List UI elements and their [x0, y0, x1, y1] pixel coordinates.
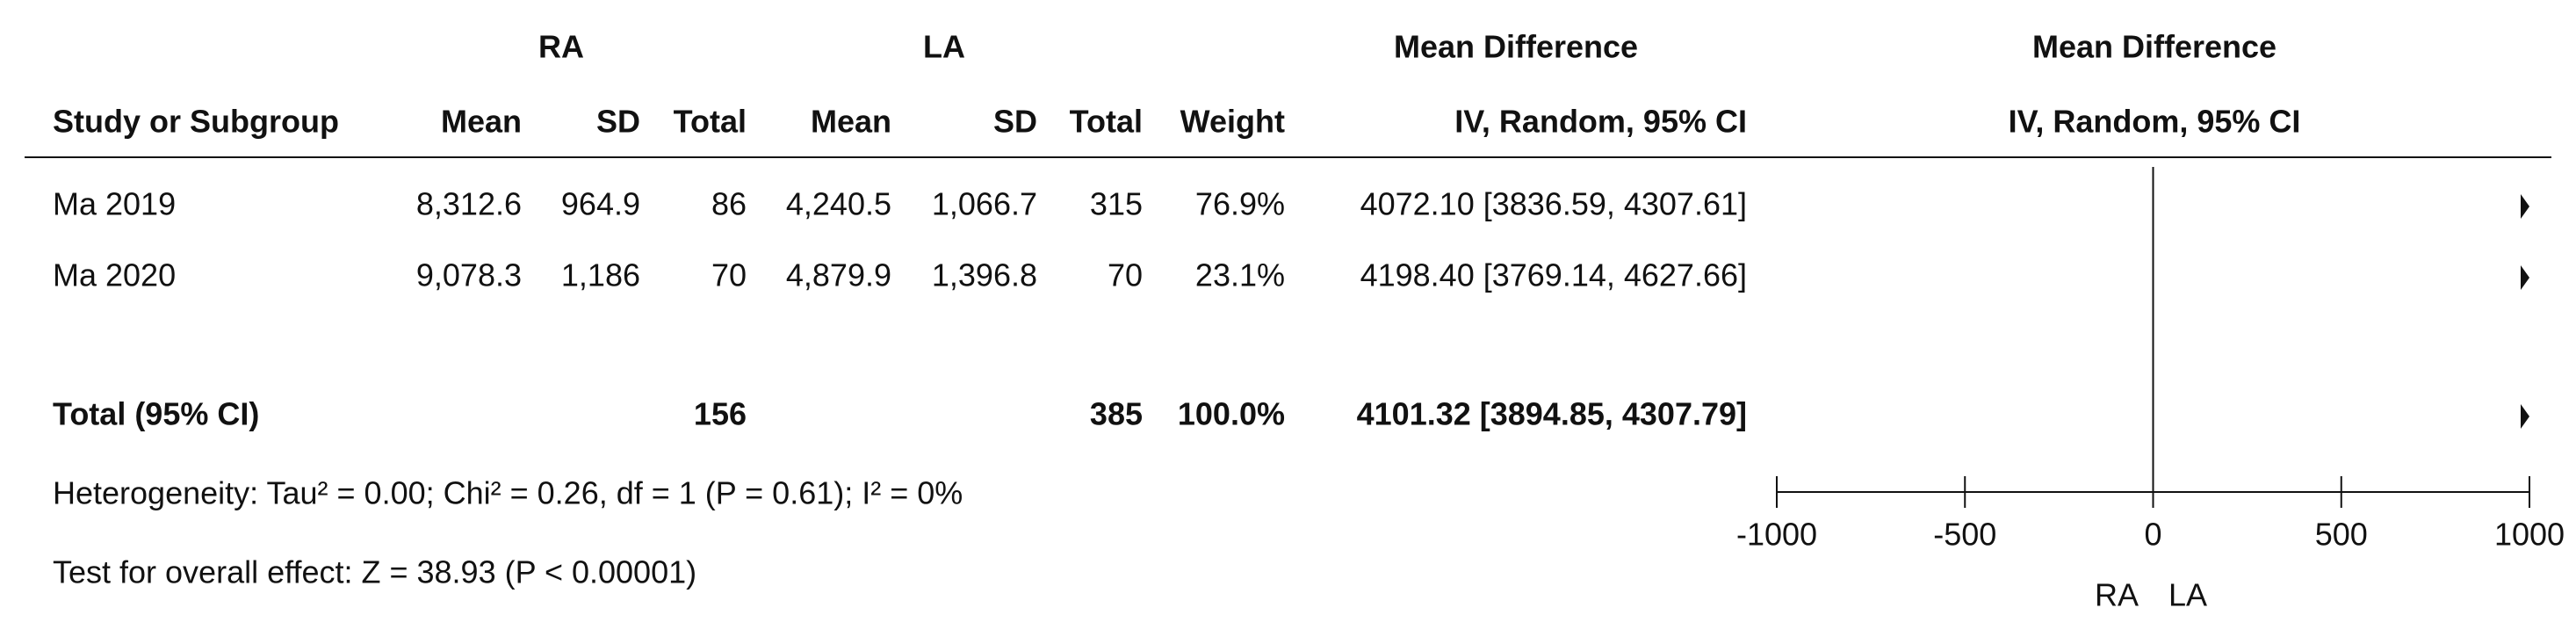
- cell: 385: [1090, 396, 1143, 432]
- column-header: Total: [674, 104, 747, 140]
- cell: 1,186: [561, 257, 640, 293]
- cell: 9,078.3: [416, 257, 522, 293]
- plot-subheader: IV, Random, 95% CI: [2009, 104, 2301, 140]
- cell: 4,879.9: [786, 257, 891, 293]
- cell: 4072.10 [3836.59, 4307.61]: [1360, 186, 1747, 222]
- cell: 4198.40 [3769.14, 4627.66]: [1360, 257, 1747, 293]
- column-header: SD: [993, 104, 1037, 140]
- heterogeneity: Heterogeneity: Tau² = 0.00; Chi² = 0.26,…: [53, 475, 963, 511]
- cell: 964.9: [561, 186, 640, 222]
- favours-label: RA: [2095, 577, 2139, 613]
- cell: 156: [694, 396, 747, 432]
- cell: 70: [1108, 257, 1143, 293]
- column-header: Mean: [811, 104, 891, 140]
- cell: 70: [711, 257, 747, 293]
- column-header: SD: [596, 104, 640, 140]
- x-tick-label: -1000: [1736, 517, 1817, 553]
- cell: 23.1%: [1195, 257, 1285, 293]
- off-scale-arrow: [2521, 265, 2529, 290]
- group-header: LA: [923, 29, 965, 65]
- favours-label: LA: [2168, 577, 2207, 613]
- cell: 100.0%: [1178, 396, 1285, 432]
- column-header: Weight: [1180, 104, 1285, 140]
- x-tick-label: -500: [1933, 517, 1996, 553]
- cell: 315: [1090, 186, 1143, 222]
- off-scale-arrow: [2521, 194, 2529, 219]
- off-scale-arrow: [2521, 404, 2529, 429]
- cell: 76.9%: [1195, 186, 1285, 222]
- x-tick-label: 1000: [2494, 517, 2565, 553]
- column-header: Mean: [441, 104, 522, 140]
- study-label: Ma 2020: [53, 257, 176, 293]
- cell: 8,312.6: [416, 186, 522, 222]
- cell: 86: [711, 186, 747, 222]
- column-header: IV, Random, 95% CI: [1454, 104, 1747, 140]
- x-tick-label: 500: [2315, 517, 2368, 553]
- study-label: Total (95% CI): [53, 396, 259, 432]
- overall-effect: Test for overall effect: Z = 38.93 (P < …: [53, 554, 696, 590]
- column-header: Total: [1070, 104, 1143, 140]
- study-label: Ma 2019: [53, 186, 176, 222]
- cell: 4,240.5: [786, 186, 891, 222]
- x-tick-label: 0: [2144, 517, 2161, 553]
- effect-header: Mean Difference: [1394, 29, 1638, 65]
- plot-header: Mean Difference: [2032, 29, 2277, 65]
- column-header: Study or Subgroup: [53, 104, 339, 140]
- group-header: RA: [538, 29, 584, 65]
- cell: 4101.32 [3894.85, 4307.79]: [1357, 396, 1747, 432]
- cell: 1,396.8: [932, 257, 1037, 293]
- cell: 1,066.7: [932, 186, 1037, 222]
